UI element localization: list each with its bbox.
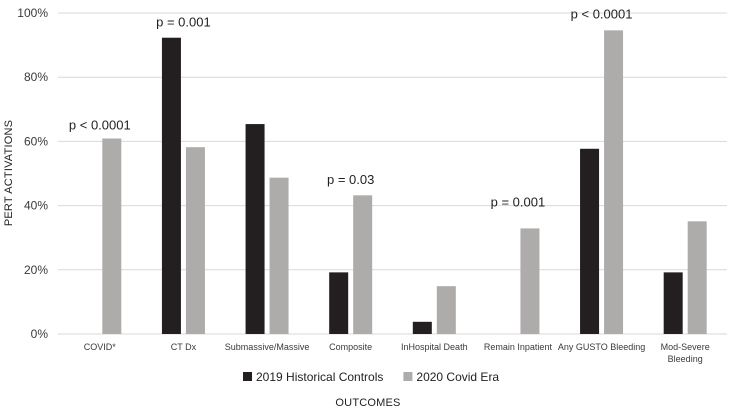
x-tick-label: InHospital Death (401, 342, 468, 352)
x-axis-ticks: COVID* CT Dx Submassive/Massive Composite In… (84, 342, 710, 364)
bar-2020-covid-era (353, 195, 373, 334)
x-tick-label: Mod-Severe (661, 342, 710, 352)
x-axis-title: OUTCOMES (335, 397, 400, 409)
p-value-annotation: p < 0.0001 (571, 7, 633, 22)
x-tick-label: Submassive/Massive (225, 342, 310, 352)
p-value-annotation: p = 0.03 (327, 172, 374, 187)
gridlines (58, 12, 727, 335)
legend: 2019 Historical Controls 2020 Covid Era (243, 370, 499, 384)
x-tick-label: Composite (329, 342, 372, 352)
y-tick-label: 20% (24, 263, 48, 277)
x-tick-label: Any GUSTO Bleeding (558, 342, 645, 352)
bar-2020-covid-era (436, 286, 456, 334)
p-value-annotation: p < 0.0001 (69, 117, 131, 132)
y-tick-label: 60% (24, 134, 48, 148)
x-tick-label: CT Dx (171, 342, 197, 352)
x-tick-label: Bleeding (668, 354, 703, 364)
p-value-annotation: p = 0.001 (156, 15, 211, 30)
bars (102, 30, 707, 335)
bar-2019-historical-controls (329, 272, 349, 334)
y-tick-label: 100% (17, 6, 48, 20)
y-tick-label: 0% (31, 327, 49, 341)
bar-2020-covid-era (687, 221, 707, 334)
bar-2020-covid-era (185, 147, 205, 334)
y-tick-label: 80% (24, 70, 48, 84)
p-value-annotation: p = 0.001 (491, 194, 546, 209)
bar-2019-historical-controls (161, 37, 181, 334)
bar-2019-historical-controls (580, 148, 600, 334)
p-value-annotations: p < 0.0001 p = 0.001 p = 0.03 p = 0.001 p < … (69, 7, 633, 210)
bar-2020-covid-era (520, 228, 540, 334)
y-axis-ticks: 0% 20% 40% 60% 80% 100% (17, 6, 48, 341)
bar-2020-covid-era (102, 138, 122, 334)
bar-2019-historical-controls (245, 124, 265, 334)
x-tick-label: COVID* (84, 342, 117, 352)
x-tick-label: Remain Inpatient (484, 342, 553, 352)
bar-2020-covid-era (604, 30, 624, 335)
bar-2019-historical-controls (412, 321, 432, 334)
bar-2020-covid-era (269, 177, 289, 334)
legend-label: 2020 Covid Era (416, 370, 499, 384)
legend-label: 2019 Historical Controls (256, 370, 383, 384)
y-tick-label: 40% (24, 199, 48, 213)
bar-2019-historical-controls (663, 272, 683, 334)
y-axis-title: PERT ACTIVATIONS (3, 120, 15, 226)
legend-swatch (243, 372, 252, 381)
legend-swatch (403, 372, 413, 381)
